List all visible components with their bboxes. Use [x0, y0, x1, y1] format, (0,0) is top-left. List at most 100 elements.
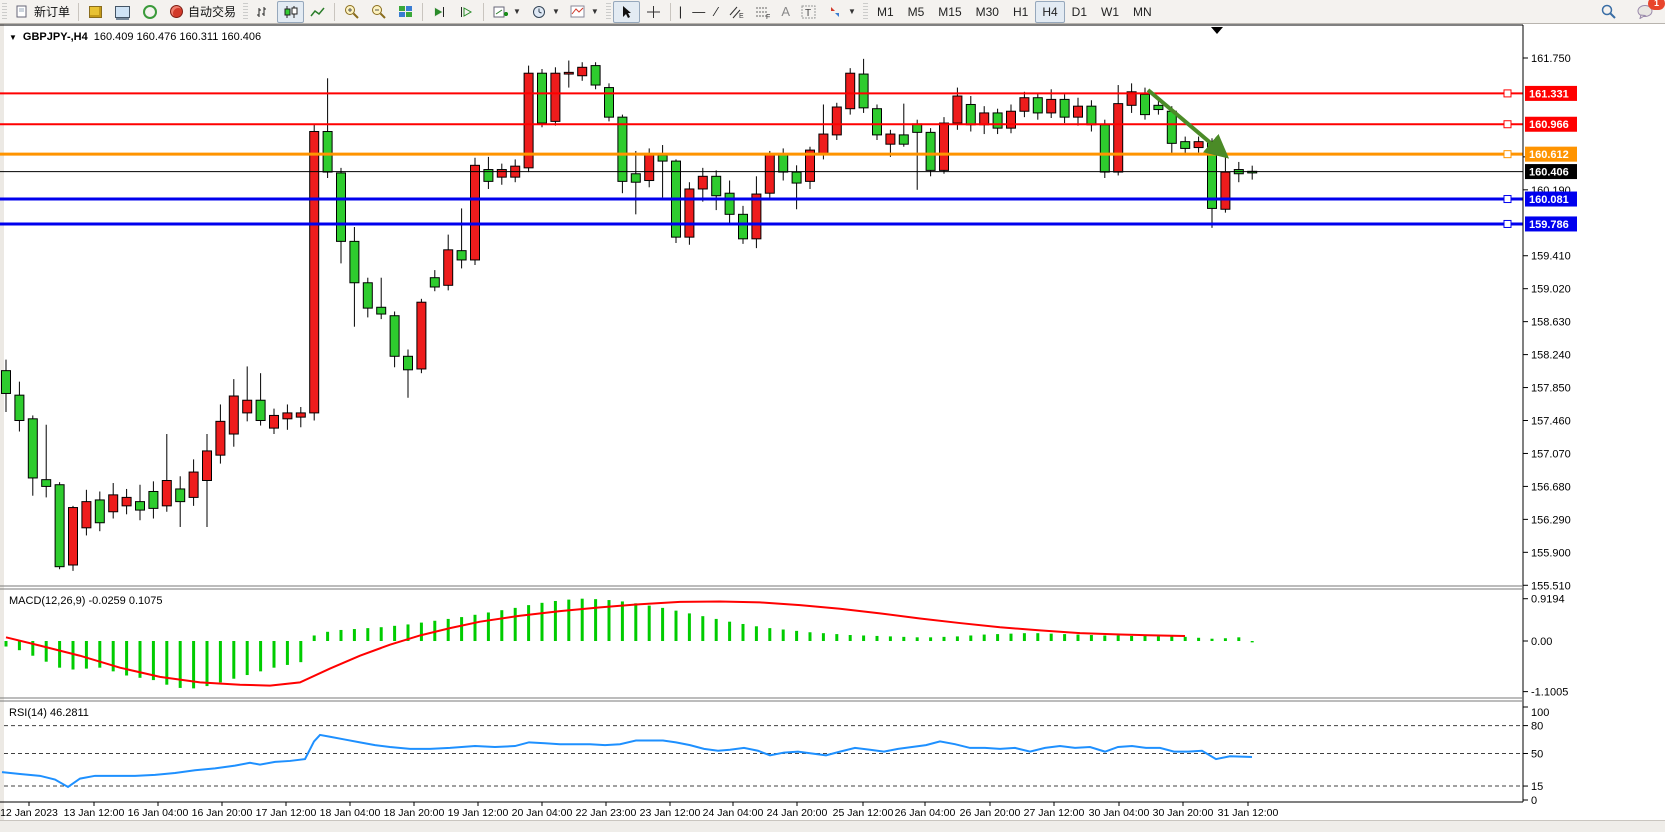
hline-tool-button[interactable]: — — [687, 1, 710, 23]
svg-text:26 Jan 20:00: 26 Jan 20:00 — [960, 807, 1021, 819]
svg-text:80: 80 — [1531, 721, 1543, 733]
timeframe-button-m30[interactable]: M30 — [975, 4, 999, 19]
market-watch-button[interactable] — [82, 1, 109, 23]
svg-text:25 Jan 12:00: 25 Jan 12:00 — [833, 807, 894, 819]
chart-title-bar[interactable]: ▼ GBPJPY-,H4 160.409 160.476 160.311 160… — [9, 31, 261, 43]
candles — [1, 58, 1258, 571]
chart-shift-icon — [458, 4, 475, 20]
toolbar-drag-handle[interactable] — [2, 2, 7, 21]
new-chart-button[interactable]: ▼ — [487, 1, 526, 23]
timeframe-button-mn[interactable]: MN — [1133, 4, 1152, 19]
chart-area[interactable]: 161.750160.580160.190159.410159.020158.6… — [0, 23, 1665, 832]
svg-text:16 Jan 20:00: 16 Jan 20:00 — [192, 807, 253, 819]
channel-tool-button[interactable]: E — [722, 1, 749, 23]
line-chart-icon — [309, 4, 326, 20]
candlestick-chart-button[interactable] — [277, 0, 305, 23]
auto-trading-button[interactable]: 自动交易 — [163, 1, 241, 23]
signals-button[interactable] — [136, 1, 163, 23]
trend-arrow-annotation — [1146, 88, 1230, 159]
svg-text:157.070: 157.070 — [1531, 448, 1571, 460]
svg-text:157.850: 157.850 — [1531, 383, 1571, 395]
chat-button[interactable]: 1 — [1632, 0, 1665, 23]
timeframe-button-h4[interactable]: H4 — [1035, 0, 1065, 23]
svg-text:24 Jan 20:00: 24 Jan 20:00 — [767, 807, 828, 819]
svg-text:0.9194: 0.9194 — [1531, 594, 1565, 606]
tile-windows-button[interactable] — [392, 1, 419, 23]
svg-text:-1.1005: -1.1005 — [1531, 687, 1568, 699]
macd-signal-line — [5, 600, 1186, 687]
svg-text:160.081: 160.081 — [1529, 194, 1569, 206]
tile-windows-icon — [397, 4, 414, 20]
horizontal-lines — [0, 89, 1523, 228]
svg-text:158.630: 158.630 — [1531, 317, 1571, 329]
chart-menu-icon[interactable]: ▼ — [9, 32, 17, 42]
svg-text:T: T — [805, 8, 811, 19]
rsi-pane: 100 80 50 15 0 — [1, 706, 1549, 807]
timeframe-button-w1[interactable]: W1 — [1101, 4, 1120, 19]
line-chart-button[interactable] — [304, 1, 331, 23]
bar-chart-button[interactable] — [250, 1, 277, 23]
svg-text:159.786: 159.786 — [1529, 219, 1569, 231]
zoom-out-button[interactable] — [365, 1, 392, 23]
price-scale: 161.750160.580160.190159.410159.020158.6… — [1523, 53, 1577, 592]
auto-scroll-button[interactable] — [426, 1, 453, 23]
svg-text:155.900: 155.900 — [1531, 547, 1571, 559]
timeframe-button-d1[interactable]: D1 — [1071, 4, 1088, 19]
period-caret: ▼ — [551, 7, 560, 16]
zoom-in-icon — [343, 4, 360, 20]
text-label-icon: T — [800, 4, 817, 20]
terminal-button[interactable] — [109, 1, 136, 23]
svg-text:20 Jan 04:00: 20 Jan 04:00 — [512, 807, 573, 819]
clock-icon — [531, 4, 548, 20]
vline-tool-button[interactable]: | — [674, 1, 687, 23]
text-label-tool-button[interactable]: T — [795, 1, 822, 23]
channel-icon: E — [727, 4, 744, 20]
svg-text:17 Jan 12:00: 17 Jan 12:00 — [256, 807, 317, 819]
bar-chart-icon — [255, 4, 272, 20]
svg-text:24 Jan 04:00: 24 Jan 04:00 — [703, 807, 764, 819]
svg-text:22 Jan 23:00: 22 Jan 23:00 — [576, 807, 637, 819]
new-order-icon — [14, 4, 31, 20]
macd-values: -0.0259 0.1075 — [88, 595, 163, 607]
chart-shift-button[interactable] — [453, 1, 480, 23]
new-order-label: 新订单 — [34, 5, 71, 19]
crosshair-tool-button[interactable] — [640, 1, 667, 23]
timeframe-button-m5[interactable]: M5 — [907, 4, 925, 19]
text-tool-button[interactable]: A — [776, 1, 795, 23]
arrows-tool-button[interactable]: ▼ — [822, 1, 861, 23]
indicators-button[interactable]: ▼ — [565, 1, 604, 23]
zoom-in-button[interactable] — [338, 1, 365, 23]
indicators-caret: ▼ — [590, 7, 599, 16]
timeframe-button-m15[interactable]: M15 — [938, 4, 962, 19]
svg-text:F: F — [766, 14, 770, 19]
search-button[interactable] — [1595, 1, 1622, 23]
chart-window: 161.750160.580160.190159.410159.020158.6… — [0, 23, 1665, 822]
timeframe-button-m1[interactable]: M1 — [876, 4, 894, 19]
period-button[interactable]: ▼ — [526, 1, 565, 23]
trendline-icon: ∕ — [715, 4, 718, 19]
svg-text:161.750: 161.750 — [1531, 53, 1571, 65]
svg-text:13 Jan 12:00: 13 Jan 12:00 — [64, 807, 125, 819]
signal-ic — [141, 4, 158, 20]
new-order-button[interactable]: 新订单 — [9, 1, 75, 23]
svg-text:19 Jan 12:00: 19 Jan 12:00 — [448, 807, 509, 819]
status-bar — [0, 820, 1665, 832]
svg-text:157.460: 157.460 — [1531, 416, 1571, 428]
svg-text:27 Jan 12:00: 27 Jan 12:00 — [1024, 807, 1085, 819]
cursor-tool-button[interactable] — [612, 0, 640, 23]
zoom-out-icon — [370, 4, 387, 20]
auto-trading-label: 自动交易 — [188, 5, 237, 19]
chart-symbol-period: GBPJPY-,H4 — [22, 31, 88, 43]
fibonacci-icon: F — [754, 4, 771, 20]
svg-text:0.00: 0.00 — [1531, 636, 1552, 648]
chart-ohlc-values: 160.409 160.476 160.311 160.406 — [93, 31, 262, 43]
timeframe-button-h1[interactable]: H1 — [1012, 4, 1029, 19]
macd-indicator-label: MACD(12,26,9) -0.0259 0.1075 — [9, 595, 163, 607]
fibonacci-tool-button[interactable]: F — [749, 1, 776, 23]
rsi-indicator-label: RSI(14) 46.2811 — [9, 707, 89, 719]
svg-text:31 Jan 12:00: 31 Jan 12:00 — [1218, 807, 1279, 819]
trendline-tool-button[interactable]: ∕ — [710, 1, 722, 23]
arrow-objects-icon — [827, 4, 844, 20]
svg-text:155.510: 155.510 — [1531, 580, 1571, 592]
svg-text:160.612: 160.612 — [1529, 149, 1569, 161]
